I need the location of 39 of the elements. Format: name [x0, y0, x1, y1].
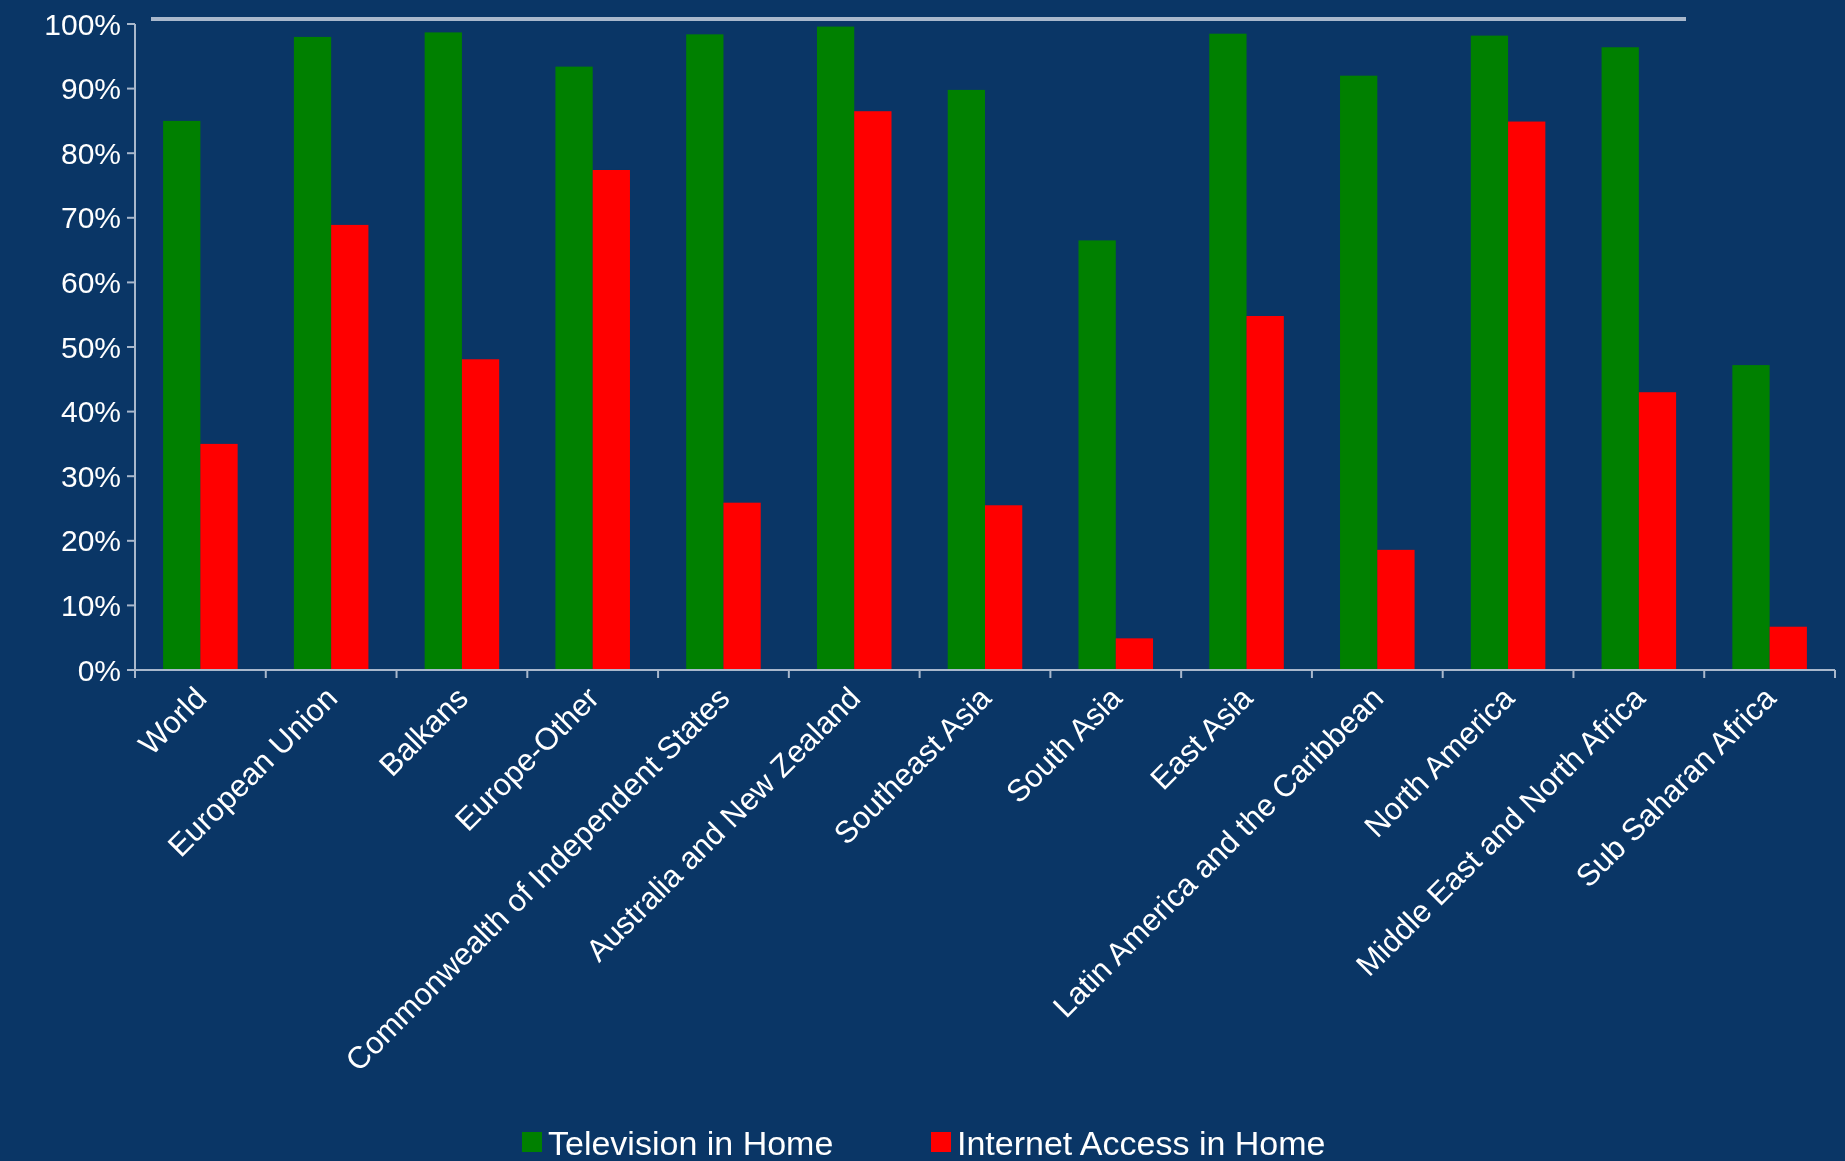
- bar: [461, 359, 500, 670]
- bar: [331, 224, 369, 670]
- bar: [1078, 240, 1116, 670]
- bar: [1769, 626, 1807, 670]
- y-tick-label: 0%: [77, 653, 121, 687]
- y-tick-label: 60%: [60, 265, 121, 299]
- bar: [1340, 75, 1378, 670]
- bar: [1732, 365, 1770, 670]
- bar: [555, 66, 593, 670]
- bar: [1246, 315, 1284, 670]
- bar: [1601, 47, 1639, 670]
- legend-label: Internet Access in Home: [957, 1123, 1326, 1161]
- bar: [1377, 549, 1415, 670]
- bar: [200, 443, 238, 670]
- legend-label: Television in Home: [548, 1123, 834, 1161]
- y-tick-label: 10%: [60, 588, 121, 622]
- y-tick-label: 30%: [60, 459, 121, 493]
- y-tick-label: 50%: [60, 330, 121, 364]
- bar: [854, 111, 892, 670]
- bar: [723, 502, 761, 670]
- bar: [293, 36, 332, 670]
- y-tick-label: 90%: [60, 72, 121, 106]
- bar: [686, 34, 724, 670]
- y-tick-label: 100%: [44, 7, 121, 41]
- bar: [947, 89, 985, 670]
- bar: [1638, 392, 1677, 670]
- y-tick-label: 70%: [60, 201, 121, 235]
- bar: [1470, 35, 1509, 670]
- bar: [816, 26, 855, 670]
- bar: [424, 32, 462, 670]
- y-tick-label: 80%: [60, 136, 121, 170]
- y-tick-label: 20%: [60, 524, 121, 558]
- bar: [985, 505, 1023, 670]
- bar: [592, 170, 630, 670]
- bar: [1209, 33, 1247, 670]
- y-tick-label: 40%: [60, 395, 121, 429]
- bar: [1508, 121, 1546, 670]
- bar: [163, 120, 201, 670]
- bar: [1115, 638, 1154, 670]
